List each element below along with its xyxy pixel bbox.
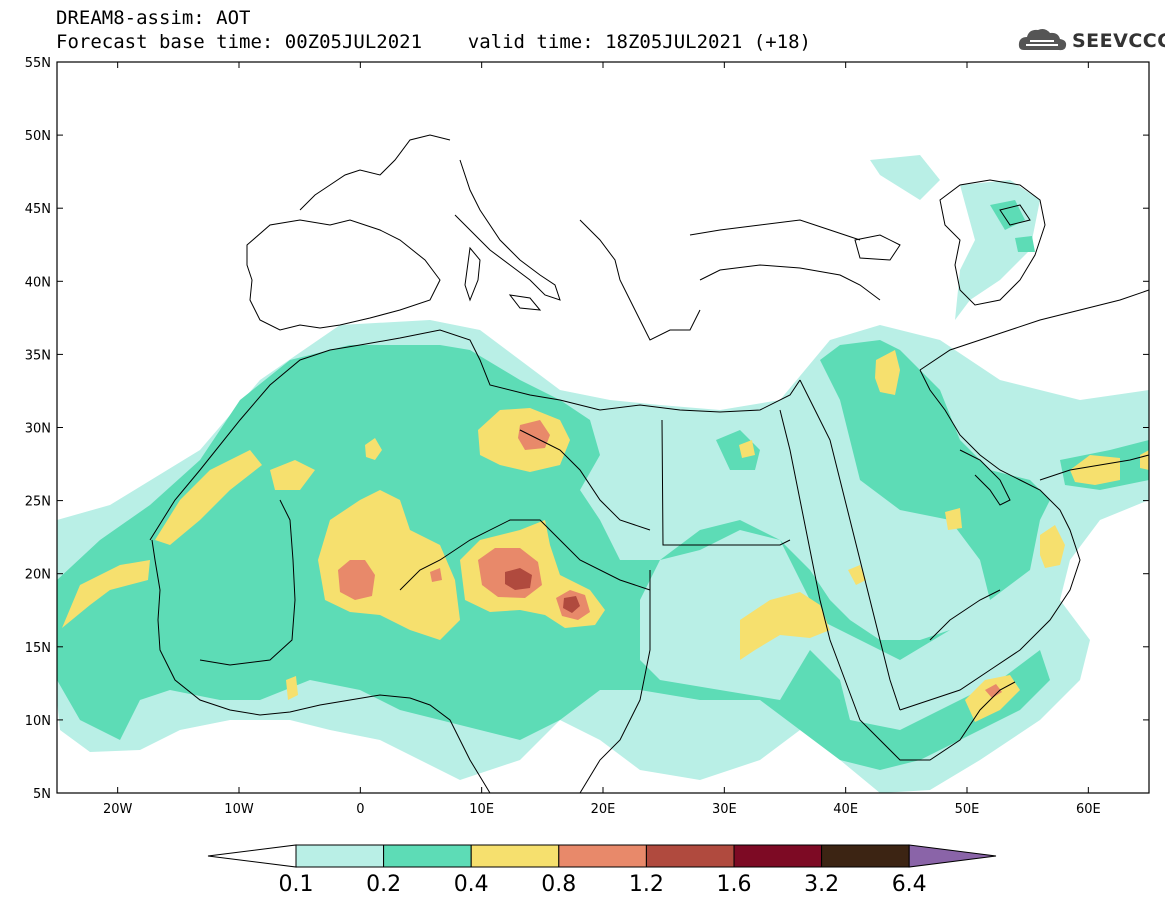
lon-tick-label: 10W xyxy=(224,802,254,817)
map-title: DREAM8-assim: AOT xyxy=(56,7,251,29)
colorbar-label: 0.8 xyxy=(541,872,576,897)
lat-tick-label: 50N xyxy=(25,129,51,144)
colorbar-label: 6.4 xyxy=(892,872,927,897)
lon-tick-label: 20E xyxy=(591,802,616,817)
colorbar-box xyxy=(821,844,910,868)
forecast-times: Forecast base time: 00Z05JUL2021 valid t… xyxy=(56,31,811,53)
colorbar-label: 0.4 xyxy=(454,872,489,897)
colorbar-label: 3.2 xyxy=(804,872,839,897)
colorbar-box xyxy=(645,844,735,868)
lat-tick-label: 10N xyxy=(25,714,51,729)
lat-tick-label: 20N xyxy=(25,568,51,583)
colorbar: 0.1 0.2 0.4 0.8 1.2 1.6 3.2 6.4 xyxy=(207,844,997,897)
colorbar-label: 1.2 xyxy=(629,872,664,897)
logo-text: SEEVCCC xyxy=(1072,30,1165,52)
colorbar-over-triangle xyxy=(908,844,997,868)
lon-tick-label: 20W xyxy=(103,802,133,817)
cloud-icon xyxy=(1018,29,1067,51)
colorbar-label: 1.6 xyxy=(717,872,752,897)
colorbar-box xyxy=(558,844,647,868)
lat-tick-label: 15N xyxy=(25,641,51,656)
lon-tick-label: 30E xyxy=(712,802,737,817)
lat-tick-label: 5N xyxy=(33,787,51,802)
lat-tick-label: 55N xyxy=(25,56,51,71)
lat-tick-label: 40N xyxy=(25,275,51,290)
lat-tick-label: 25N xyxy=(25,495,51,510)
colorbar-box xyxy=(383,844,472,868)
coastlines xyxy=(149,134,1149,793)
lat-tick-label: 45N xyxy=(25,202,51,217)
aot-field xyxy=(57,155,1149,793)
latitude-axis: 55N 50N 45N 40N 35N 30N 25N 20N 15N 10N 5N xyxy=(25,56,1149,802)
lon-tick-label: 50E xyxy=(955,802,980,817)
lat-tick-label: 35N xyxy=(25,348,51,363)
lon-tick-label: 10E xyxy=(469,802,494,817)
lon-tick-label: 0 xyxy=(356,802,364,817)
lon-tick-label: 60E xyxy=(1076,802,1101,817)
colorbar-label: 0.2 xyxy=(366,872,401,897)
lon-tick-label: 40E xyxy=(833,802,858,817)
colorbar-box xyxy=(470,844,560,868)
colorbar-under-triangle xyxy=(207,844,297,868)
colorbar-box xyxy=(295,844,385,868)
lat-tick-label: 30N xyxy=(25,422,51,437)
colorbar-box xyxy=(733,844,823,868)
colorbar-label: 0.1 xyxy=(279,872,314,897)
longitude-axis: 20W 10W 0 10E 20E 30E 40E 50E 60E xyxy=(103,62,1101,817)
